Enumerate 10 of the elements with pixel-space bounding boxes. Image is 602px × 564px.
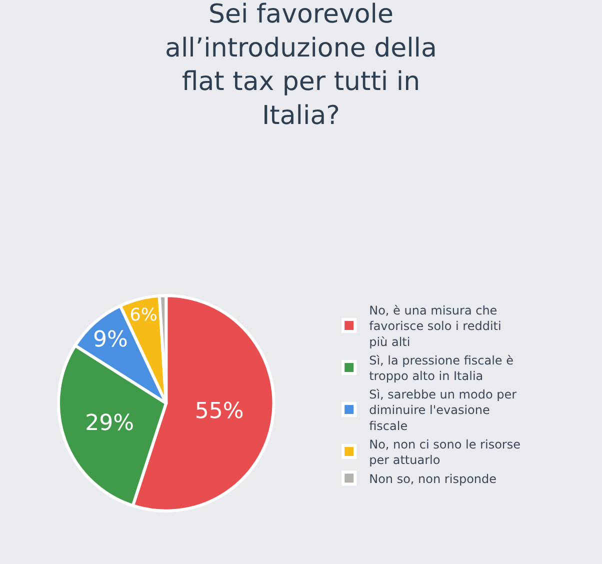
legend-label: No, è una misura che favorisce solo i redditi più alti — [369, 304, 502, 349]
data-label: 29% — [85, 411, 134, 436]
data-label: 6% — [130, 306, 158, 326]
data-label: 55% — [194, 399, 244, 424]
legend-label: Sì, la pressione fiscale è troppo alto in Italia — [369, 353, 514, 383]
chart-title: Sei favorevole all’introduzione della flat tax per tutti in Italia? — [165, 0, 437, 131]
legend-label: Non so, non risponde — [369, 472, 497, 486]
data-label: 9% — [93, 328, 128, 353]
legend-label: No, non ci sono le risorse per attuarlo — [369, 437, 520, 467]
legend-label: Sì, sarebbe un modo per diminuire l'evasione fiscale — [369, 388, 517, 433]
